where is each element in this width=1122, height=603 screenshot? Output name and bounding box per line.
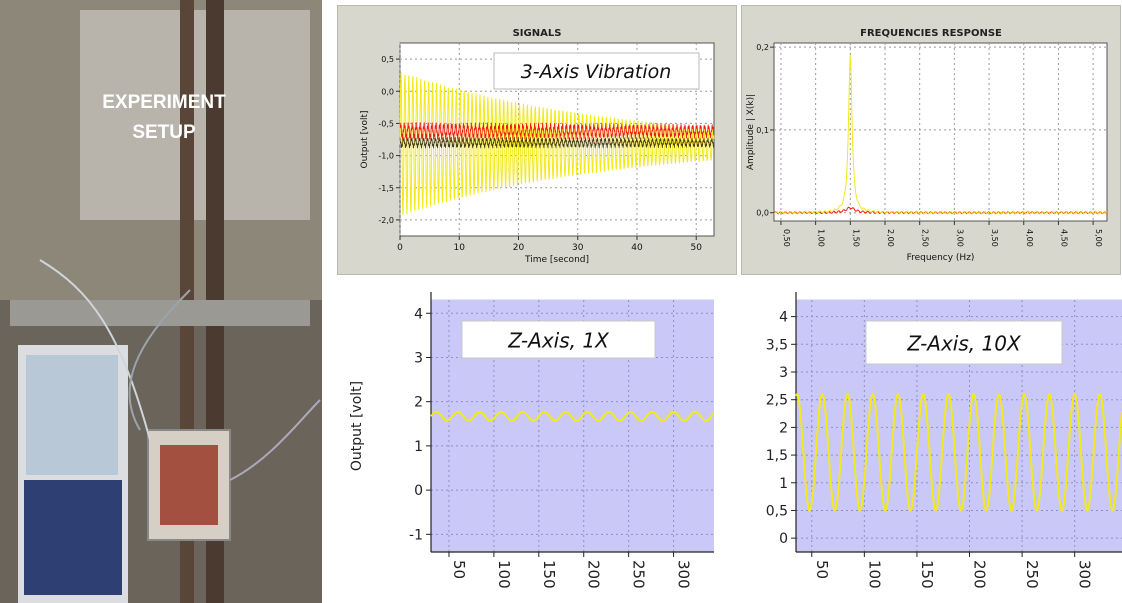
x-tick-label: 4,00 <box>1025 229 1034 247</box>
annotation-box <box>493 52 700 90</box>
signals-title: SIGNALS <box>512 28 562 39</box>
y-tick-label: 2 <box>779 420 788 436</box>
y-tick-label: 1,5 <box>766 448 788 464</box>
y-tick-label: 4 <box>779 310 788 326</box>
signals-chart: 0 10 20 30 40 50 0,5 0,0 -0,5 -1,0 -1,5 -2,0 Time [s… <box>360 42 715 265</box>
x-tick-label: 2,50 <box>921 229 930 247</box>
annotation-text: 3-Axis Vibration <box>521 61 672 83</box>
y-tick-label: -2,0 <box>378 216 394 225</box>
z10x-chart: 50 100 150 200 250 300 4 3,5 3 2,5 2 1,5 1 0,5 0 Z-Axis… <box>766 292 1122 589</box>
x-tick-label: 50 <box>690 243 702 253</box>
setup-photo-illustration <box>0 0 322 603</box>
x-tick-label: 4,50 <box>1059 229 1068 247</box>
signal-series-line <box>399 122 715 141</box>
x-tick-label: 40 <box>631 243 643 253</box>
x-tick-label: 3,00 <box>955 229 964 247</box>
x-axis-label: Frequency (Hz) <box>907 253 975 263</box>
x-tick-label: 150 <box>540 560 558 589</box>
x-tick-label: 5,00 <box>1094 229 1103 247</box>
y-tick-label: 1 <box>414 439 423 455</box>
y-tick-label: -1 <box>409 527 423 543</box>
y-tick-label: -1,0 <box>378 152 394 161</box>
y-tick-label: 3 <box>779 365 788 381</box>
y-tick-label: 0,0 <box>381 87 394 96</box>
y-tick-label: 0,0 <box>756 209 769 218</box>
freq-title: FREQUENCIES RESPONSE <box>860 28 1002 39</box>
y-tick-label: 0,5 <box>381 55 394 64</box>
y-tick-label: 0,2 <box>756 43 769 52</box>
annotation-text: Z-Axis, 10X <box>906 332 1022 356</box>
x-tick-label: 0,50 <box>782 229 791 247</box>
annotation-text: Z-Axis, 1X <box>507 329 610 353</box>
x-axis-label: Time [second] <box>524 255 589 265</box>
freq-chart: 0,50 1,00 1,50 2,00 2,50 3,00 3,50 4,00 4,50 5,00… <box>746 42 1108 263</box>
x-tick-label: 1,00 <box>817 229 826 247</box>
y-tick-label: 2,5 <box>766 393 788 409</box>
x-tick-label: 300 <box>1076 560 1094 589</box>
x-tick-label: 100 <box>865 560 883 589</box>
y-tick-label: 3,5 <box>766 337 788 353</box>
experiment-setup-photo: EXPERIMENT SETUP <box>0 0 322 603</box>
annotation-box <box>461 320 656 359</box>
x-tick-label: 2,00 <box>886 229 895 247</box>
x-tick-label: 300 <box>675 560 693 589</box>
z-series-line <box>795 393 1122 512</box>
y-tick-label: -0,5 <box>378 119 394 128</box>
x-tick-label: 20 <box>513 243 525 253</box>
y-tick-label: 0 <box>779 531 788 547</box>
x-tick-label: 3,50 <box>990 229 999 247</box>
y-axis-label: Output [volt] <box>360 110 370 168</box>
x-tick-label: 0 <box>397 243 403 253</box>
x-tick-label: 100 <box>495 560 513 589</box>
y-tick-label: 1 <box>779 476 788 492</box>
annotation-box <box>865 320 1063 365</box>
x-tick-label: 150 <box>918 560 936 589</box>
y-tick-label: 3 <box>414 350 423 366</box>
y-tick-label: 2 <box>414 395 423 411</box>
y-tick-label: 4 <box>414 306 423 322</box>
y-tick-label: 0,5 <box>766 503 788 519</box>
y-tick-label: 0,1 <box>756 126 769 135</box>
photo-label-line2: SETUP <box>132 122 196 143</box>
x-tick-label: 50 <box>450 560 468 579</box>
x-tick-label: 200 <box>971 560 989 589</box>
x-tick-label: 50 <box>813 560 831 579</box>
x-tick-label: 250 <box>1023 560 1041 589</box>
x-tick-label: 30 <box>572 243 584 253</box>
photo-label-line1: EXPERIMENT <box>102 92 226 113</box>
y-axis-label: Amplitude | X(k)| <box>746 94 756 170</box>
z-series-line <box>430 410 714 422</box>
x-tick-label: 250 <box>630 560 648 589</box>
y-tick-label: 0 <box>414 483 423 499</box>
x-tick-label: 1,50 <box>851 229 860 247</box>
signal-series-line <box>399 72 715 216</box>
x-tick-label: 200 <box>585 560 603 589</box>
y-tick-label: -1,5 <box>378 184 394 193</box>
y-axis-label: Output [volt] <box>349 381 365 471</box>
frequency-series-line <box>773 54 1108 215</box>
signal-series-line <box>399 136 715 149</box>
plot-area <box>773 42 1108 222</box>
z1x-chart: 50 100 150 200 250 300 4 3 2 1 0 -1 Output [volt] Z-A… <box>349 292 714 589</box>
photo-label: EXPERIMENT SETUP <box>80 88 248 148</box>
x-tick-label: 10 <box>454 243 466 253</box>
